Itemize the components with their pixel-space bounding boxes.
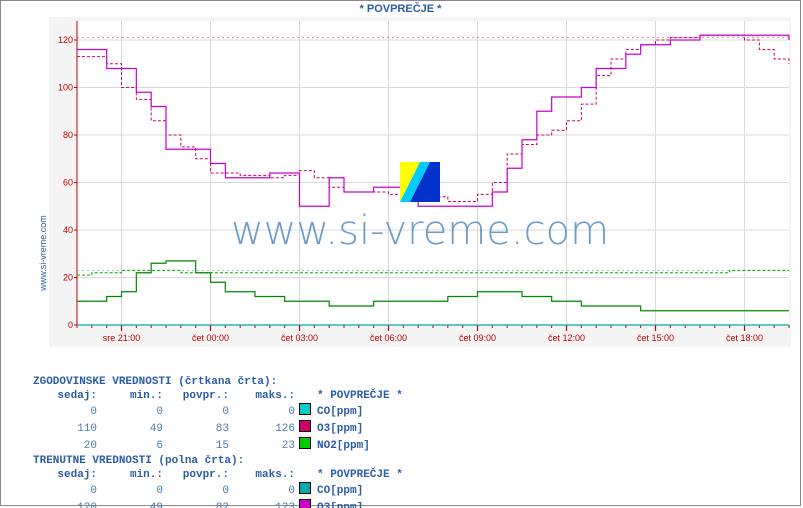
legend-col-header: * POVPREČJE * [311,389,405,403]
watermark-logo [400,162,440,202]
legend-value: 49 [99,420,165,437]
svg-text:0: 0 [68,320,73,330]
legend-value: 0 [165,403,231,420]
svg-text:20: 20 [63,273,73,283]
svg-text:čet 09:00: čet 09:00 [459,333,496,343]
legend-series-label: CO[ppm] [311,482,405,499]
svg-text:80: 80 [63,130,73,140]
legend-cur-table: sedaj:min.:povpr.:maks.:* POVPREČJE * 00… [33,468,405,508]
legend-value: 0 [231,482,297,499]
svg-text:čet 12:00: čet 12:00 [548,333,585,343]
legend-value: 123 [231,499,297,508]
legend-swatch [299,403,311,415]
legend-value: 20 [33,437,99,454]
legend-cur-header: TRENUTNE VREDNOSTI (polna črta): [33,454,405,468]
legend-value: 82 [165,499,231,508]
legend-col-header: min.: [99,468,165,482]
legend-series-label: NO2[ppm] [311,437,405,454]
legend-value: 0 [165,482,231,499]
svg-text:40: 40 [63,225,73,235]
legend-hist-table: sedaj:min.:povpr.:maks.:* POVPREČJE * 00… [33,389,405,454]
legend-value: 49 [99,499,165,508]
svg-text:sre 21:00: sre 21:00 [103,333,141,343]
legend-col-header: maks.: [231,389,297,403]
legend-swatch [299,482,311,494]
legend-value: 6 [99,437,165,454]
legend-col-header: sedaj: [33,468,99,482]
legend-col-header: povpr.: [165,389,231,403]
legend-col-header: * POVPREČJE * [311,468,405,482]
svg-text:čet 03:00: čet 03:00 [281,333,318,343]
legend-col-header: maks.: [231,468,297,482]
legend-col-header: sedaj: [33,389,99,403]
legend-value: 126 [231,420,297,437]
legend-col-header: povpr.: [165,468,231,482]
legend-swatch [299,499,311,508]
svg-text:čet 06:00: čet 06:00 [370,333,407,343]
svg-text:60: 60 [63,178,73,188]
legend-value: 120 [33,499,99,508]
legend-value: 23 [231,437,297,454]
legend-value: 0 [33,482,99,499]
chart-area: 0 20 40 60 80 100 120 sre 21:00 čet 00:00 čet 03:… [49,17,791,347]
svg-text:100: 100 [58,83,73,93]
chart-title: * POVPREČJE * [1,3,800,15]
legend-block: ZGODOVINSKE VREDNOSTI (črtkana črta): se… [33,375,405,508]
svg-text:120: 120 [58,35,73,45]
legend-value: 15 [165,437,231,454]
svg-text:čet 00:00: čet 00:00 [192,333,229,343]
svg-text:čet 18:00: čet 18:00 [726,333,763,343]
legend-series-label: CO[ppm] [311,403,405,420]
legend-hist-header: ZGODOVINSKE VREDNOSTI (črtkana črta): [33,375,405,389]
legend-value: 110 [33,420,99,437]
legend-value: 0 [231,403,297,420]
svg-text:čet 15:00: čet 15:00 [637,333,674,343]
legend-value: 0 [33,403,99,420]
legend-value: 0 [99,403,165,420]
legend-value: 0 [99,482,165,499]
legend-series-label: O3[ppm] [311,499,405,508]
legend-swatch [299,437,311,449]
frame: * POVPREČJE * www.si-vreme.com 020406080… [0,0,801,506]
watermark-text: www.si-vreme.com [231,208,609,254]
legend-col-header: min.: [99,389,165,403]
y-axis-sitelabel: www.si-vreme.com [38,215,48,291]
legend-value: 83 [165,420,231,437]
legend-swatch [299,420,311,432]
legend-series-label: O3[ppm] [311,420,405,437]
